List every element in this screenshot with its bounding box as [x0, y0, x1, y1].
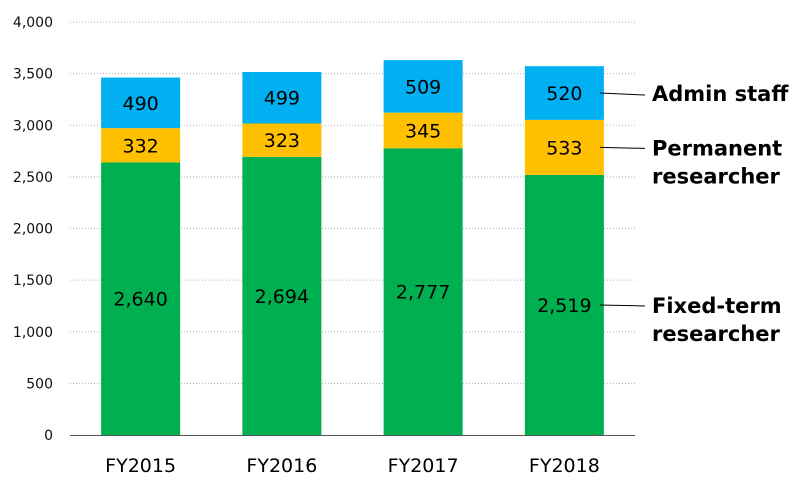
y-tick-label: 1,500: [13, 273, 53, 289]
bar-segment: [242, 123, 322, 157]
x-axis: FY2015 FY2016 FY2017 FY2018: [70, 435, 635, 477]
x-tick-label: FY2015: [105, 455, 176, 477]
legend-label: Admin staff: [652, 82, 789, 106]
data-label: 2,640: [113, 289, 167, 311]
x-tick-label: FY2018: [529, 455, 600, 477]
data-label: 2,519: [537, 295, 591, 317]
bar-segment: [242, 71, 322, 124]
y-tick-label: 1,000: [13, 325, 53, 341]
bar-segment: [383, 112, 463, 149]
data-label: 345: [405, 120, 441, 142]
data-label: 499: [264, 88, 300, 110]
bar-segment: [101, 77, 181, 129]
bar-segment: [524, 66, 604, 120]
legend-label: Permanent: [652, 136, 782, 160]
x-tick-label: FY2017: [388, 455, 459, 477]
y-tick-label: 0: [44, 428, 53, 444]
bar-segment: [383, 60, 463, 113]
bar-segment: [101, 128, 181, 163]
legend: Admin staff Permanent researcher Fixed-term…: [599, 82, 789, 346]
legend-leader-line: [599, 146, 646, 149]
data-label: 520: [546, 83, 582, 105]
x-tick-label: FY2016: [246, 455, 317, 477]
legend-label: Fixed-term: [652, 294, 782, 318]
bar-segment: [101, 162, 181, 436]
legend-label: researcher: [652, 164, 781, 188]
y-axis: 0 500 1,000 1,500 2,000 2,500 3,000 3,500 4,000: [13, 15, 53, 444]
data-label: 323: [264, 130, 300, 152]
data-label: 332: [122, 135, 158, 157]
bar-segment: [242, 156, 322, 436]
data-label: 509: [405, 76, 441, 98]
y-tick-label: 2,500: [13, 170, 53, 186]
y-tick-label: 2,000: [13, 222, 53, 238]
bars: 2,640 332 490 2,694 323 499 2,777 345 509 2,519 53…: [101, 60, 604, 436]
y-tick-label: 4,000: [13, 15, 53, 31]
bar-segment: [524, 174, 604, 435]
bar-segment: [383, 148, 463, 435]
data-label: 2,777: [396, 282, 450, 304]
gridlines: [70, 21, 635, 384]
y-tick-label: 3,000: [13, 118, 53, 134]
y-tick-label: 500: [26, 376, 53, 392]
data-label: 2,694: [255, 286, 309, 308]
legend-label: researcher: [652, 322, 781, 346]
y-tick-label: 3,500: [13, 67, 53, 83]
legend-leader-line: [599, 92, 646, 96]
bar-segment: [524, 119, 604, 175]
legend-leader-line: [599, 304, 646, 307]
data-label: 533: [546, 137, 582, 159]
data-label: 490: [122, 93, 158, 115]
